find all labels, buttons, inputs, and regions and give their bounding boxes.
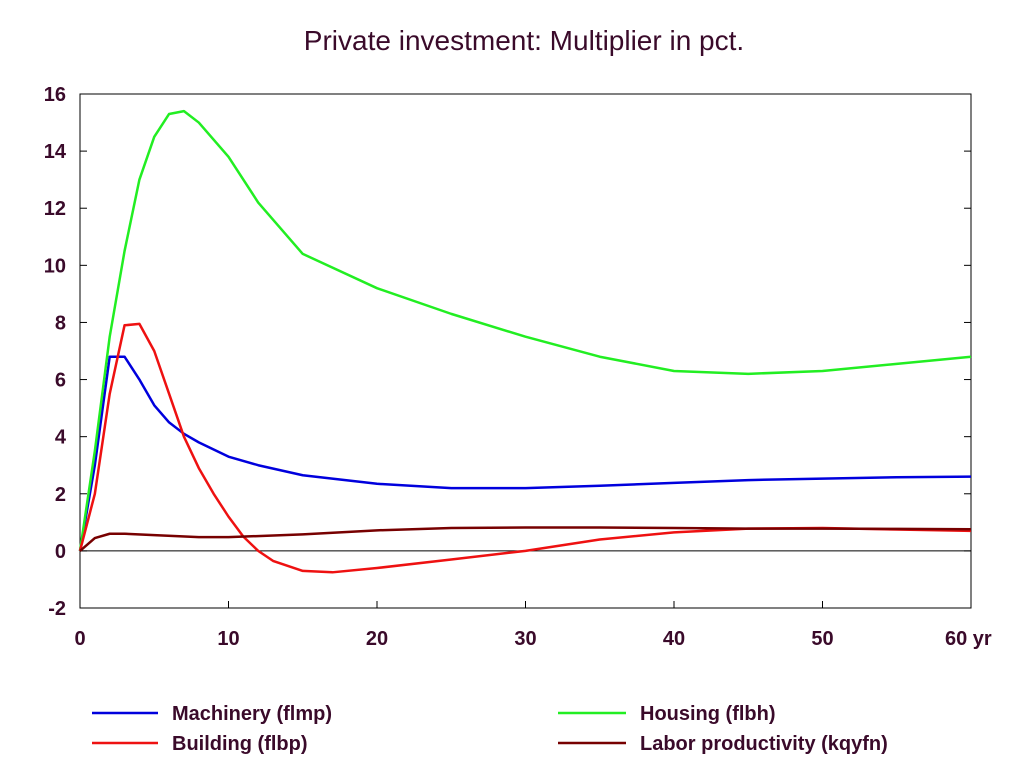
- legend-label-1: Housing (flbh): [640, 703, 776, 725]
- y-tick-label: 12: [44, 198, 66, 220]
- series-line-1: [78, 109, 972, 552]
- chart-title: Private investment: Multiplier in pct.: [304, 25, 744, 56]
- y-tick-label: 6: [55, 370, 66, 392]
- series-line-0: [78, 355, 972, 552]
- y-tick-label: 10: [44, 255, 66, 277]
- y-tick-label: 14: [44, 141, 67, 163]
- x-tick-label: 60 yr: [945, 628, 992, 650]
- x-tick-label: 30: [514, 628, 536, 650]
- axis-ticks: [79, 93, 972, 609]
- series-lines: [78, 109, 972, 574]
- y-tick-label: -2: [48, 598, 66, 620]
- x-tick-label: 0: [74, 628, 85, 650]
- series-line-3: [79, 526, 972, 552]
- y-tick-label: 4: [55, 427, 67, 449]
- x-tick-label: 10: [217, 628, 239, 650]
- series-line-2: [78, 322, 972, 574]
- legend-label-2: Building (flbp): [172, 733, 308, 755]
- legend: Machinery (flmp) Housing (flbh) Building (…: [92, 703, 888, 755]
- y-tick-label: 0: [55, 541, 66, 563]
- x-tick-label: 40: [663, 628, 685, 650]
- y-tick-label: 2: [55, 484, 66, 506]
- legend-label-3: Labor productivity (kqyfn): [640, 733, 888, 755]
- legend-label-0: Machinery (flmp): [172, 703, 332, 725]
- y-tick-label: 16: [44, 84, 66, 106]
- axis-tick-labels: -2 0 2 4 6 8 10 12 14 16 0 10 20 30 40 50 60 yr: [44, 84, 992, 650]
- x-tick-label: 20: [366, 628, 388, 650]
- plot-frame: [79, 93, 972, 609]
- y-tick-label: 8: [55, 312, 66, 334]
- x-tick-label: 50: [811, 628, 833, 650]
